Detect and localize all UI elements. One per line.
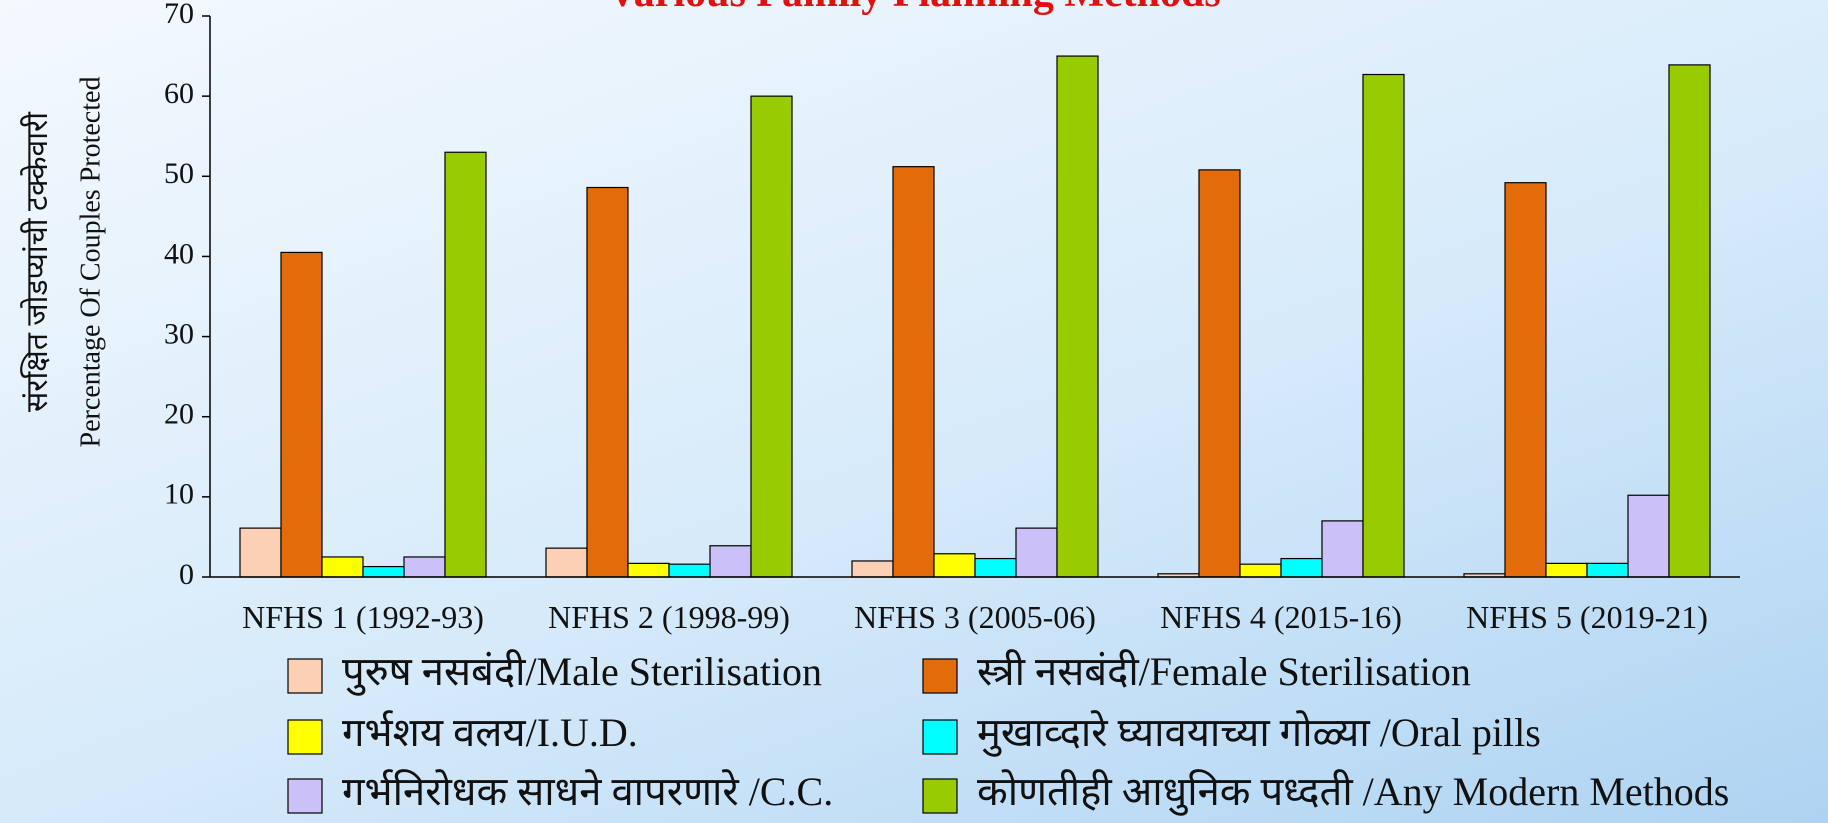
x-tick-label: NFHS 1 (1992-93) bbox=[242, 599, 484, 635]
y-tick-label: 60 bbox=[164, 77, 194, 110]
bar bbox=[1321, 520, 1364, 578]
bar bbox=[1668, 64, 1711, 578]
x-tick-label: NFHS 5 (2019-21) bbox=[1466, 599, 1708, 635]
y-tick-label: 40 bbox=[164, 237, 194, 270]
bar bbox=[321, 556, 364, 578]
y-tick-label: 30 bbox=[164, 317, 194, 350]
bar bbox=[545, 547, 588, 578]
bar bbox=[627, 562, 670, 578]
y-axis-label-marathi: संरक्षित जोडप्यांची टक्केवारी bbox=[20, 111, 54, 412]
legend-swatch bbox=[922, 778, 958, 814]
bar bbox=[1056, 55, 1099, 578]
bar bbox=[974, 557, 1017, 578]
bar bbox=[1198, 169, 1241, 578]
bar bbox=[892, 166, 935, 578]
bar bbox=[709, 545, 752, 578]
y-tick-label: 20 bbox=[164, 398, 194, 431]
bar bbox=[239, 527, 282, 578]
bar bbox=[1280, 557, 1323, 578]
bar bbox=[1362, 73, 1405, 578]
legend-swatch bbox=[922, 719, 958, 755]
x-tick-label: NFHS 2 (1998-99) bbox=[548, 599, 790, 635]
legend-swatch bbox=[922, 658, 958, 694]
legend-label: पुरुष नसबंदी/Male Sterilisation bbox=[342, 649, 822, 696]
bar bbox=[750, 95, 793, 578]
x-tick-label: NFHS 3 (2005-06) bbox=[854, 599, 1096, 635]
legend-label: गर्भनिरोधक साधने वापरणारे /C.C. bbox=[342, 769, 833, 814]
legend-label: मुखाव्दारे घ्यावयाच्या गोळ्या /Oral pill… bbox=[977, 710, 1541, 757]
bar bbox=[933, 553, 976, 578]
bar bbox=[668, 563, 711, 578]
bar bbox=[1504, 182, 1547, 578]
legend-label: गर्भशय वलय/I.U.D. bbox=[342, 710, 638, 755]
y-tick-label: 0 bbox=[179, 558, 194, 591]
bar bbox=[403, 556, 446, 578]
bar bbox=[1586, 562, 1629, 578]
bar bbox=[586, 186, 629, 578]
legend-label: स्त्री नसबंदी/Female Sterilisation bbox=[977, 649, 1471, 694]
y-axis-label: Percentage Of Couples Protected bbox=[75, 77, 106, 448]
bar bbox=[1545, 562, 1588, 578]
bar bbox=[444, 151, 487, 578]
legend-label: कोणतीही आधुनिक पध्दती /Any Modern Method… bbox=[977, 769, 1729, 816]
y-tick-label: 10 bbox=[164, 478, 194, 511]
chart-title: Various Family Planning Methods bbox=[607, 0, 1220, 16]
y-tick-label: 50 bbox=[164, 157, 194, 190]
y-tick-label: 70 bbox=[164, 0, 194, 30]
x-tick-label: NFHS 4 (2015-16) bbox=[1160, 599, 1402, 635]
legend-swatch bbox=[287, 658, 323, 694]
bar bbox=[1239, 563, 1282, 578]
legend-swatch bbox=[287, 719, 323, 755]
bar bbox=[851, 560, 894, 578]
bar bbox=[280, 251, 323, 578]
bar bbox=[362, 565, 405, 578]
legend-swatch bbox=[287, 778, 323, 814]
bar bbox=[1627, 494, 1670, 578]
bar bbox=[1015, 527, 1058, 578]
